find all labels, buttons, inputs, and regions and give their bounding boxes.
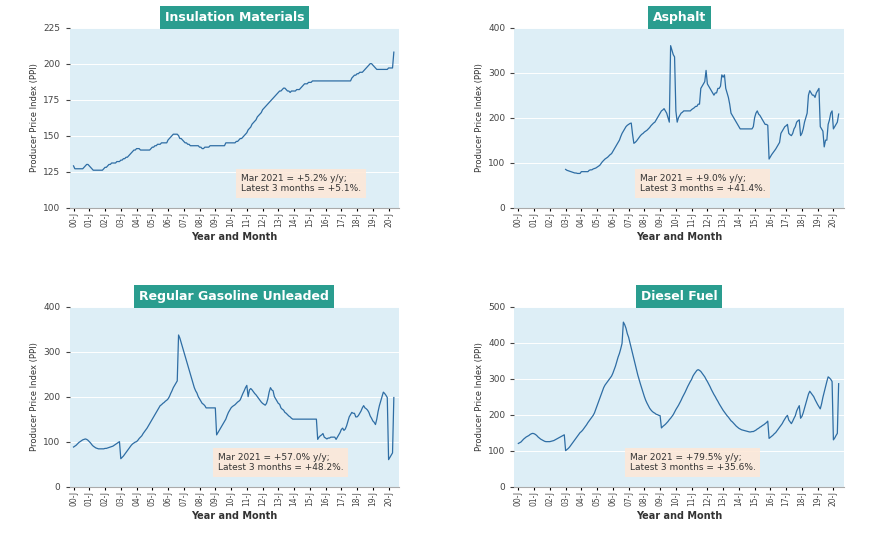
X-axis label: Year and Month: Year and Month bbox=[191, 512, 277, 521]
Text: Mar 2021 = +79.5% y/y;
Latest 3 months = +35.6%.: Mar 2021 = +79.5% y/y; Latest 3 months =… bbox=[629, 453, 755, 472]
Y-axis label: Producer Price Index (PPI): Producer Price Index (PPI) bbox=[474, 63, 483, 172]
Text: Mar 2021 = +9.0% y/y;
Latest 3 months = +41.4%.: Mar 2021 = +9.0% y/y; Latest 3 months = … bbox=[639, 174, 765, 193]
Title: Diesel Fuel: Diesel Fuel bbox=[640, 290, 717, 302]
X-axis label: Year and Month: Year and Month bbox=[635, 232, 721, 243]
Y-axis label: Producer Price Index (PPI): Producer Price Index (PPI) bbox=[30, 63, 39, 172]
X-axis label: Year and Month: Year and Month bbox=[635, 512, 721, 521]
Title: Regular Gasoline Unleaded: Regular Gasoline Unleaded bbox=[139, 290, 328, 302]
Text: Mar 2021 = +5.2% y/y;
Latest 3 months = +5.1%.: Mar 2021 = +5.2% y/y; Latest 3 months = … bbox=[241, 174, 361, 193]
Y-axis label: Producer Price Index (PPI): Producer Price Index (PPI) bbox=[474, 342, 483, 451]
Y-axis label: Producer Price Index (PPI): Producer Price Index (PPI) bbox=[30, 342, 39, 451]
Text: Mar 2021 = +57.0% y/y;
Latest 3 months = +48.2%.: Mar 2021 = +57.0% y/y; Latest 3 months =… bbox=[217, 453, 343, 472]
Title: Insulation Materials: Insulation Materials bbox=[164, 11, 304, 24]
Title: Asphalt: Asphalt bbox=[652, 11, 705, 24]
X-axis label: Year and Month: Year and Month bbox=[191, 232, 277, 243]
